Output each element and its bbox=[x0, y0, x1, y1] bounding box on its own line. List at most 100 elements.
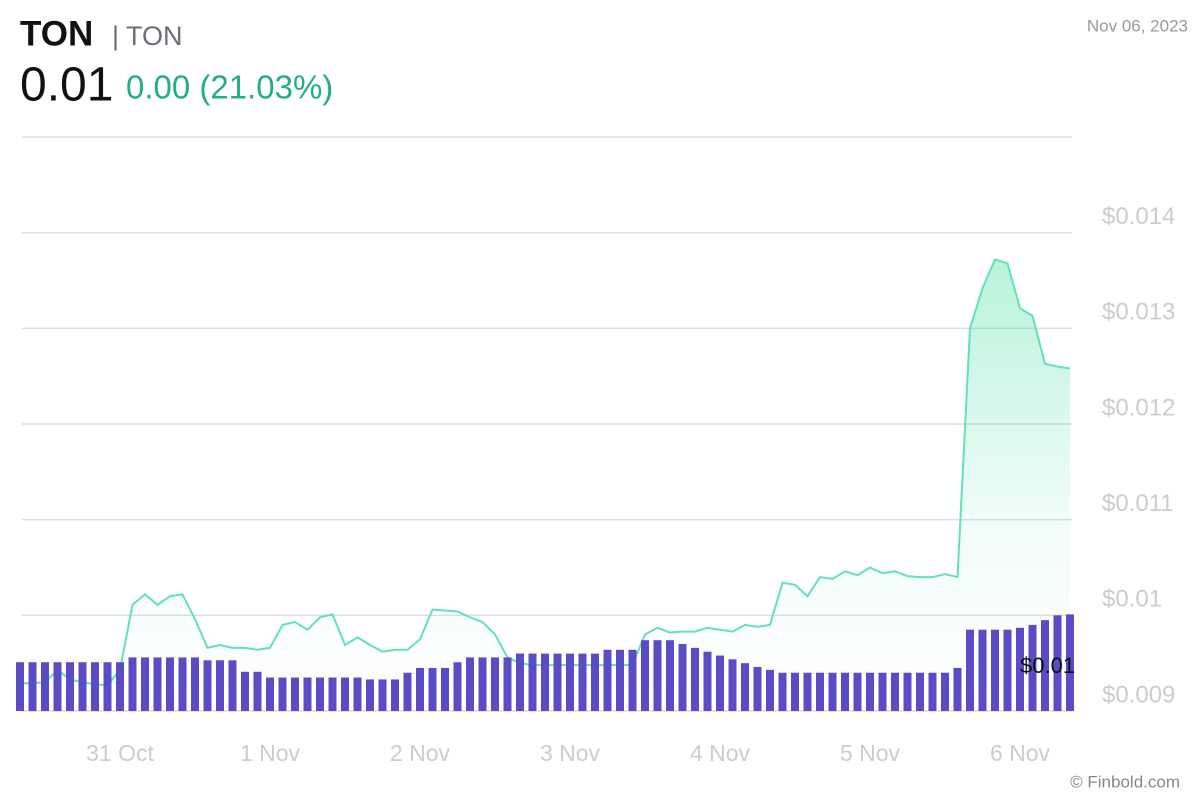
volume-bar bbox=[816, 672, 824, 711]
volume-bar bbox=[741, 663, 749, 711]
volume-bar bbox=[916, 672, 924, 711]
volume-bar bbox=[303, 677, 312, 711]
volume-bar bbox=[491, 657, 499, 711]
volume-bar bbox=[91, 662, 99, 711]
volume-bar bbox=[591, 653, 599, 711]
y-tick-label: $0.012 bbox=[1102, 394, 1175, 421]
volume-bar bbox=[553, 653, 562, 711]
volume-bar bbox=[353, 677, 362, 711]
volume-bar bbox=[878, 672, 887, 711]
volume-bar bbox=[891, 672, 899, 711]
volume-bar bbox=[203, 660, 212, 711]
volume-bar bbox=[853, 672, 862, 711]
x-tick-label: 4 Nov bbox=[690, 740, 751, 766]
volume-bar bbox=[666, 640, 674, 711]
volume-bar bbox=[566, 653, 574, 711]
volume-bar bbox=[16, 662, 24, 711]
volume-bar bbox=[328, 677, 337, 711]
volume-bar bbox=[1053, 615, 1062, 711]
x-tick-label: 3 Nov bbox=[540, 740, 601, 766]
volume-bar bbox=[403, 672, 412, 711]
volume-bar bbox=[791, 672, 799, 711]
volume-bar bbox=[391, 679, 399, 711]
volume-bar bbox=[978, 629, 987, 711]
y-tick-label: $0.014 bbox=[1102, 203, 1175, 230]
volume-bar bbox=[228, 660, 237, 711]
y-tick-label: $0.013 bbox=[1102, 299, 1175, 326]
volume-bar bbox=[603, 649, 612, 711]
volume-bar bbox=[428, 667, 437, 711]
volume-bar bbox=[191, 657, 199, 711]
volume-bar bbox=[478, 657, 487, 711]
annotation: $0.01 bbox=[1020, 653, 1075, 678]
volume-bar bbox=[578, 653, 587, 711]
volume-bar bbox=[466, 657, 474, 711]
date: Nov 06, 2023 bbox=[1087, 16, 1188, 35]
volume-bar bbox=[528, 653, 537, 711]
volume-bar bbox=[128, 657, 137, 711]
volume-bar bbox=[641, 640, 649, 711]
volume-bar bbox=[803, 672, 812, 711]
volume-bar bbox=[78, 662, 87, 711]
volume-bar bbox=[1066, 614, 1074, 711]
volume-bar bbox=[341, 677, 349, 711]
volume-bar bbox=[266, 677, 274, 711]
volume-bar bbox=[966, 629, 974, 711]
volume-bar bbox=[416, 667, 424, 711]
volume-bar bbox=[691, 647, 699, 711]
y-tick-label: $0.011 bbox=[1102, 490, 1174, 517]
volume-bar bbox=[753, 666, 762, 711]
x-tick-label: 1 Nov bbox=[240, 740, 301, 766]
volume-bar bbox=[541, 653, 549, 711]
volume-bar bbox=[678, 644, 687, 711]
volume-bar bbox=[153, 657, 162, 711]
volume-bar bbox=[278, 677, 287, 711]
volume-bar bbox=[178, 657, 187, 711]
source: © Finbold.com bbox=[1070, 772, 1180, 791]
volume-bar bbox=[941, 672, 949, 711]
volume-bar bbox=[516, 653, 524, 711]
volume-bar bbox=[141, 657, 149, 711]
volume-bar bbox=[778, 672, 787, 711]
x-tick-label: 5 Nov bbox=[840, 740, 901, 766]
volume-bar bbox=[928, 672, 937, 711]
volume-bar bbox=[216, 660, 224, 711]
volume-bar bbox=[991, 629, 999, 711]
volume-bar bbox=[53, 662, 62, 711]
volume-bar bbox=[728, 659, 737, 711]
volume-bar bbox=[1016, 627, 1024, 711]
volume-bar bbox=[903, 672, 912, 711]
y-tick-label: $0.009 bbox=[1102, 681, 1175, 708]
volume-bar bbox=[28, 662, 37, 711]
volume-bar bbox=[841, 672, 849, 711]
volume-bar bbox=[953, 667, 962, 711]
volume-bar bbox=[253, 671, 262, 711]
x-tick-label: 31 Oct bbox=[86, 740, 154, 766]
volume-bar bbox=[66, 662, 74, 711]
price-area bbox=[20, 259, 1070, 711]
price: 0.01 bbox=[20, 59, 113, 112]
volume-bar bbox=[291, 677, 299, 711]
volume-bar bbox=[828, 672, 837, 711]
volume-bar bbox=[1028, 624, 1037, 711]
volume-bar bbox=[503, 657, 512, 711]
volume-bar bbox=[716, 655, 724, 711]
volume-bar bbox=[1003, 629, 1012, 711]
volume-bar bbox=[616, 649, 624, 711]
x-tick-label: 6 Nov bbox=[990, 740, 1051, 766]
volume-bar bbox=[378, 679, 387, 711]
volume-bar bbox=[628, 649, 637, 711]
volume-bar bbox=[766, 669, 774, 711]
volume-bar bbox=[241, 671, 249, 711]
volume-bar bbox=[703, 651, 712, 711]
volume-bar bbox=[41, 662, 49, 711]
volume-bar bbox=[366, 679, 374, 711]
volume-bar bbox=[103, 662, 112, 711]
subtitle: | TON bbox=[112, 21, 183, 51]
y-tick-label: $0.01 bbox=[1102, 586, 1162, 613]
volume-bar bbox=[453, 662, 462, 711]
grid: $0.009 $0.01 $0.011 $0.012 $0.013 $0.014 31 Oc… bbox=[22, 203, 1175, 766]
volume-bar bbox=[653, 640, 662, 711]
